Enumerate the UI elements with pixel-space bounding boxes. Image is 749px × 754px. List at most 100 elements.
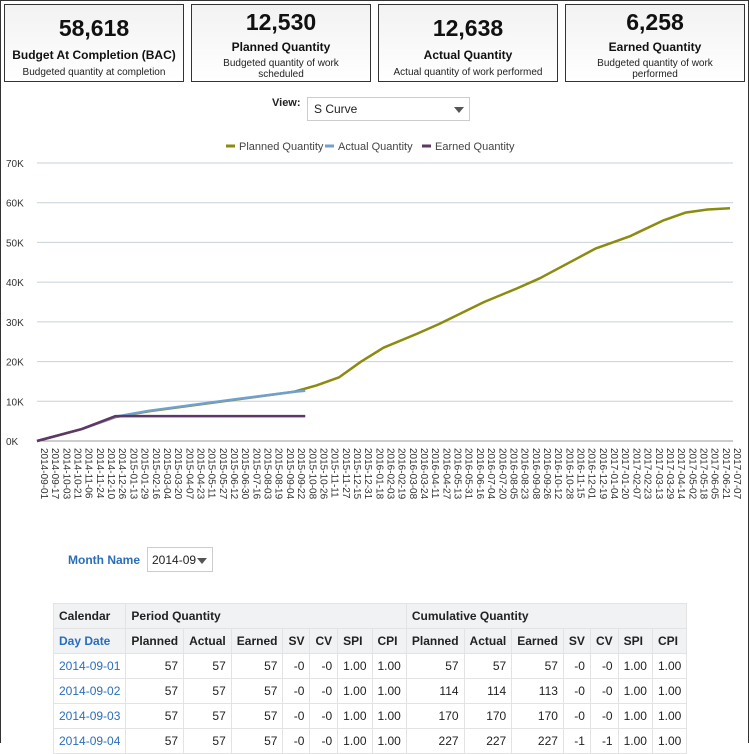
kpi-value: 12,638	[432, 15, 504, 41]
group-header: Calendar	[52, 603, 127, 629]
table-cell: -0	[589, 678, 619, 704]
x-tick-label: 2017-06-05	[709, 448, 720, 500]
table-cell: 57	[125, 653, 185, 679]
x-tick-label: 2015-05-27	[217, 448, 228, 500]
column-header[interactable]: Day Date	[52, 628, 127, 654]
column-header: Actual	[183, 628, 232, 654]
x-tick-label: 2015-08-19	[273, 448, 284, 500]
table-cell: 1.00	[371, 728, 407, 754]
x-tick-label: 2016-09-08	[530, 448, 541, 500]
kpi-value: 58,618	[58, 15, 130, 41]
table-cell: -1	[562, 728, 591, 754]
kpi-card: 12,530 Planned Quantity Budgeted quantit…	[191, 4, 371, 82]
x-tick-label: 2016-09-26	[541, 448, 552, 500]
x-tick-label: 2016-03-08	[407, 448, 418, 500]
x-tick-label: 2015-12-31	[362, 448, 373, 500]
x-tick-label: 2016-01-18	[373, 448, 384, 500]
table-cell: 1.00	[371, 678, 407, 704]
table-cell: 57	[125, 703, 185, 729]
table-cell: 57	[405, 653, 465, 679]
y-tick-label: 20K	[6, 358, 24, 369]
column-header: SV	[282, 628, 311, 654]
x-tick-label: 2014-11-24	[94, 448, 105, 499]
x-tick-label: 2014-12-10	[105, 448, 116, 500]
x-tick-label: 2016-02-19	[396, 448, 407, 500]
column-header: Planned	[125, 628, 185, 654]
table-cell: -0	[309, 653, 339, 679]
x-tick-label: 2016-06-16	[474, 448, 485, 500]
x-tick-label: 2015-12-15	[351, 448, 362, 500]
table-cell: 170	[405, 703, 465, 729]
x-tick-label: 2017-06-21	[720, 448, 731, 500]
s-curve-chart: 0K 10K 20K 30K 40K 50K 60K 70K 2014-09-01 2014-09…	[6, 141, 742, 500]
x-tick-label: 2016-07-04	[485, 448, 496, 500]
table-cell: 114	[463, 678, 513, 704]
y-tick-label: 50K	[6, 238, 24, 249]
x-tick-label: 2016-05-31	[463, 448, 474, 500]
x-tick-label: 2016-08-23	[519, 448, 530, 500]
x-tick-label: 2015-10-26	[317, 448, 328, 500]
table-cell: 1.00	[651, 728, 688, 754]
table-cell: 1.00	[337, 728, 373, 754]
table-cell: -0	[589, 703, 619, 729]
table-cell: 1.00	[651, 653, 688, 679]
table-cell: -0	[309, 678, 339, 704]
day-date-link[interactable]: 2014-09-02	[52, 678, 127, 704]
view-select[interactable]: S Curve	[307, 97, 470, 121]
table-cell: 1.00	[371, 703, 407, 729]
x-tick-label: 2015-03-04	[161, 448, 172, 500]
table-row: 2014-09-02 57 57 57 -0 -0 1.00 1.00 114 114 113 -0-…	[52, 678, 688, 704]
x-tick-label: 2016-11-15	[575, 448, 586, 499]
kpi-value: 12,530	[245, 9, 317, 35]
x-tick-label: 2017-01-20	[619, 448, 630, 500]
x-tick-label: 2014-10-03	[60, 448, 71, 500]
day-date-link[interactable]: 2014-09-03	[52, 703, 127, 729]
table-cell: 57	[183, 678, 232, 704]
table-cell: -0	[309, 728, 339, 754]
x-tick-label: 2016-05-13	[452, 448, 463, 500]
table-cell: -0	[309, 703, 339, 729]
table-cell: 57	[183, 653, 232, 679]
column-header-row: Day Date Planned Actual Earned SV CV SPI CPI Pla…	[52, 628, 688, 654]
table-cell: 227	[511, 728, 564, 754]
column-header: Earned	[511, 628, 564, 654]
kpi-description: Budgeted quantity of work scheduled	[223, 58, 339, 80]
column-header: CV	[309, 628, 339, 654]
y-tick-label: 40K	[6, 278, 24, 289]
x-tick-label: 2017-07-07	[731, 448, 742, 500]
series-line-earned-quantity	[36, 414, 306, 443]
table-cell: 227	[463, 728, 513, 754]
month-name-select[interactable]: 2014-09	[147, 547, 213, 572]
x-tick-label: 2015-02-16	[150, 448, 161, 500]
x-tick-label: 2015-11-11	[329, 448, 340, 498]
table-cell: 1.00	[337, 703, 373, 729]
y-tick-label: 10K	[6, 397, 24, 408]
x-tick-label: 2016-10-12	[552, 448, 563, 500]
kpi-label: Actual Quantity	[423, 48, 513, 62]
kpi-card: 12,638 Actual Quantity Actual quantity o…	[378, 4, 558, 82]
table-cell: 57	[183, 728, 232, 754]
y-tick-label: 70K	[6, 159, 24, 170]
x-tick-label: 2014-11-06	[83, 448, 94, 499]
kpi-value: 6,258	[626, 9, 684, 35]
view-select-value: S Curve	[314, 102, 358, 116]
column-header: SPI	[337, 628, 373, 654]
kpi-label: Earned Quantity	[608, 40, 702, 54]
x-tick-label: 2016-12-01	[586, 448, 597, 500]
day-date-link[interactable]: 2014-09-04	[52, 728, 127, 754]
table-cell: 57	[230, 703, 284, 729]
x-tick-label: 2016-10-28	[563, 448, 574, 500]
x-tick-label: 2017-01-04	[608, 448, 619, 500]
x-tick-label: 2015-03-20	[172, 448, 183, 500]
column-header: CPI	[651, 628, 688, 654]
day-date-link[interactable]: 2014-09-01	[52, 653, 127, 679]
x-tick-label: 2016-04-27	[440, 448, 451, 500]
view-label: View:	[272, 97, 301, 109]
y-tick-label: 60K	[6, 199, 24, 210]
table-cell: -0	[562, 678, 591, 704]
x-tick-label: 2016-08-05	[507, 448, 518, 500]
quantity-table: Calendar Period Quantity Cumulative Quan…	[52, 603, 688, 754]
kpi-description: Actual quantity of work performed	[393, 67, 543, 78]
table-cell: 57	[463, 653, 513, 679]
x-tick-label: 2015-08-03	[262, 448, 273, 500]
